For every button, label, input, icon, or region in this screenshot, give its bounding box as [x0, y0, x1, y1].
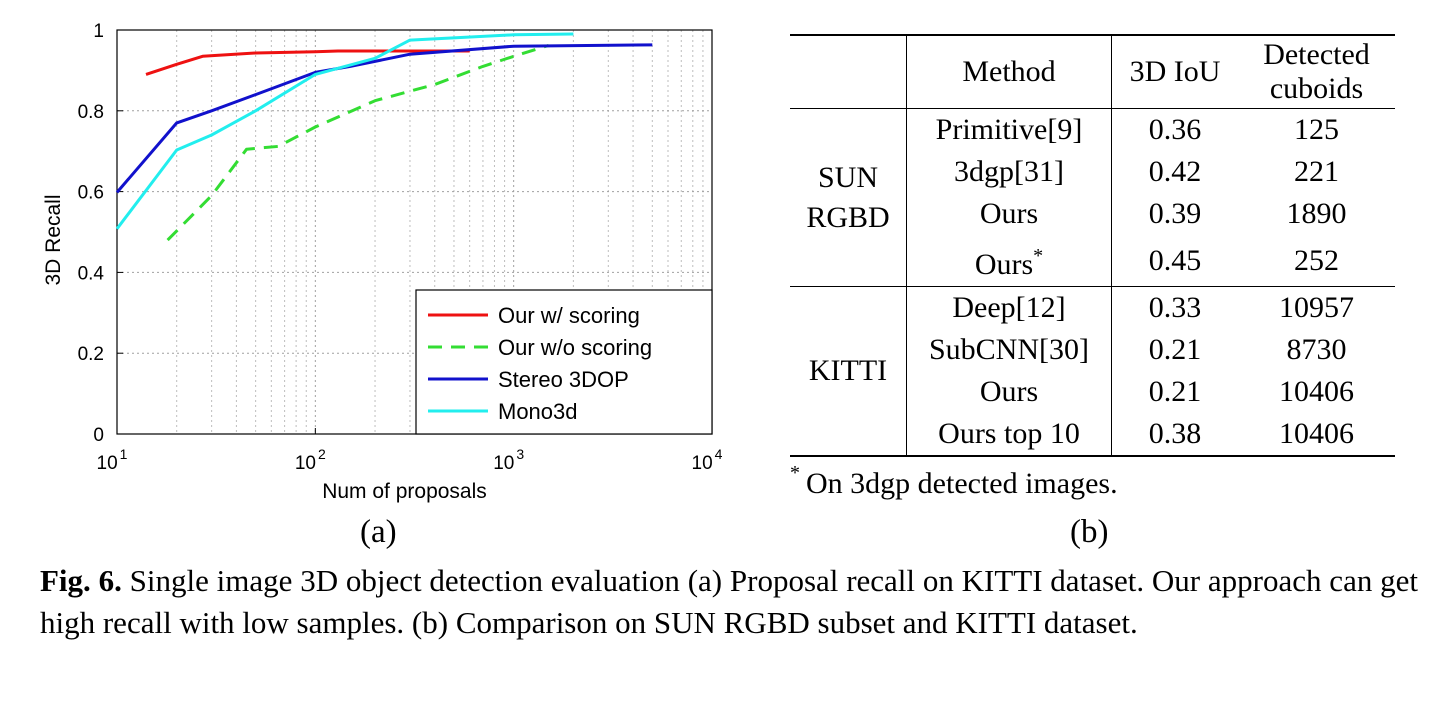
- header-detected-line1: Detected: [1263, 38, 1370, 71]
- table-row: 3dgp[31] 0.42 221: [790, 151, 1395, 193]
- recall-chart: 0 0.2 0.4 0.6 0.8 1 10 1 10 2 10 3 10 4 Our w/ scorin…: [42, 21, 723, 503]
- method-cell: SubCNN[30]: [906, 329, 1112, 371]
- table-group-kitti: KITTI Deep[12] 0.33 10957 SubCNN[30] 0.2…: [790, 286, 1395, 456]
- method-cell: Ours: [906, 193, 1112, 235]
- dataset-name-line2: RGBD: [806, 200, 890, 234]
- footnote-mark: *: [1033, 245, 1044, 267]
- iou-cell: 0.39: [1148, 197, 1202, 230]
- iou-cell: 0.38: [1148, 417, 1202, 450]
- dataset-name-line1: SUN: [817, 160, 878, 194]
- x-tick-label: 10 2: [295, 446, 326, 474]
- dataset-cell: KITTI: [790, 286, 907, 456]
- x-tick-label: 10 1: [97, 446, 128, 474]
- detected-cell: 10406: [1279, 417, 1354, 450]
- panel-b-label: (b): [1070, 514, 1109, 550]
- method-text: Ours: [974, 248, 1034, 281]
- results-table-wrap: Method 3D IoU Detected cuboids SUN RGBD …: [790, 34, 1395, 457]
- y-tick-label: 0.2: [78, 344, 104, 365]
- method-cell: Ours: [906, 371, 1112, 413]
- table-row: KITTI Deep[12] 0.33 10957: [790, 286, 1395, 456]
- legend-entry: Stereo 3DOP: [498, 367, 629, 392]
- y-tick-label: 0.8: [78, 102, 104, 123]
- y-tick-label: 1: [93, 21, 104, 42]
- figure-caption: Fig. 6. Single image 3D object detection…: [40, 560, 1418, 644]
- iou-cell: 0.21: [1148, 375, 1202, 408]
- series-line: [115, 32, 574, 230]
- iou-cell: 0.42: [1148, 155, 1202, 188]
- header-iou: 3D IoU: [1129, 55, 1221, 88]
- series-line: [166, 43, 550, 242]
- table-row: Ours 0.21 10406: [790, 371, 1395, 413]
- iou-cell: 0.33: [1148, 291, 1202, 324]
- footnote-mark: *: [790, 462, 800, 484]
- table-header-row: Method 3D IoU Detected cuboids: [790, 35, 1395, 109]
- header-method: Method: [906, 35, 1112, 109]
- dataset-name-line1: KITTI: [808, 354, 888, 387]
- table-row: SubCNN[30] 0.21 8730: [790, 329, 1395, 371]
- x-axis-label: Num of proposals: [322, 480, 487, 503]
- iou-cell: 0.21: [1148, 333, 1202, 366]
- detected-cell: 8730: [1286, 333, 1347, 366]
- method-cell: Ours*: [906, 235, 1112, 287]
- table-group-sun: SUN RGBD Primitive[9] 0.36 125 3dgp[31] …: [790, 108, 1395, 287]
- footnote-text: On 3dgp detected images.: [806, 467, 1118, 500]
- detected-cell: 10406: [1279, 375, 1354, 408]
- method-cell: Primitive[9]: [906, 108, 1112, 151]
- legend-entry: Our w/o scoring: [498, 335, 652, 360]
- method-cell: 3dgp[31]: [906, 151, 1112, 193]
- method-cell: Ours top 10: [906, 413, 1112, 456]
- detected-cell: 221: [1294, 155, 1339, 188]
- caption-text: Single image 3D object detection evaluat…: [40, 563, 1418, 640]
- detected-cell: 252: [1294, 243, 1339, 277]
- table-footnote: * On 3dgp detected images.: [790, 462, 1118, 501]
- method-cell: Deep[12]: [906, 286, 1112, 329]
- table-row: Ours top 10 0.38 10406: [790, 413, 1395, 456]
- series-line: [115, 43, 653, 194]
- panel-a-label: (a): [360, 514, 397, 550]
- header-detected: Detected cuboids: [1238, 35, 1395, 109]
- header-detected-line2: cuboids: [1269, 72, 1364, 105]
- table-row: Ours 0.39 1890: [790, 193, 1395, 235]
- legend-entry: Mono3d: [498, 399, 578, 424]
- iou-cell: 0.45: [1148, 243, 1202, 277]
- dataset-cell: SUN RGBD: [790, 108, 907, 287]
- legend-entry: Our w/ scoring: [498, 303, 640, 328]
- series-line: [145, 49, 470, 76]
- y-tick-label: 0.4: [78, 263, 105, 284]
- x-tick-label: 10 3: [493, 446, 524, 474]
- y-axis-label: 3D Recall: [42, 194, 65, 285]
- detected-cell: 125: [1294, 113, 1339, 146]
- caption-label: Fig. 6.: [40, 563, 122, 598]
- table-row: Ours* 0.45 252: [790, 235, 1395, 287]
- iou-cell: 0.36: [1148, 113, 1202, 146]
- y-tick-label: 0: [93, 425, 104, 446]
- plot-frame: [116, 29, 713, 435]
- table-row: SUN RGBD Primitive[9] 0.36 125: [790, 108, 1395, 287]
- y-tick-label: 0.6: [78, 183, 104, 204]
- x-tick-label: 10 4: [692, 446, 723, 474]
- detected-cell: 10957: [1279, 291, 1354, 324]
- results-table: Method 3D IoU Detected cuboids SUN RGBD …: [790, 34, 1395, 457]
- detected-cell: 1890: [1286, 197, 1347, 230]
- header-dataset: [790, 35, 907, 109]
